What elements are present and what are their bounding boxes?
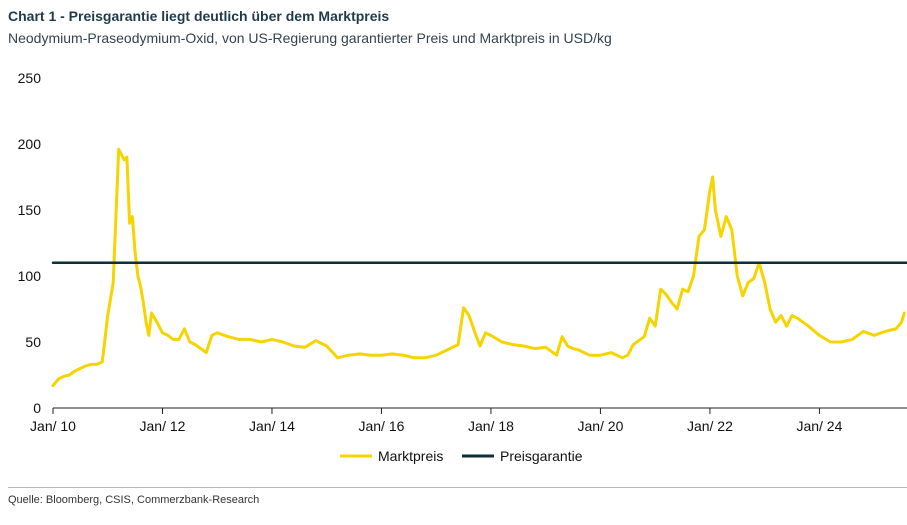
series-layer xyxy=(51,147,907,388)
x-tick-label: Jan/ 20 xyxy=(577,418,623,434)
x-tick-label: Jan/ 14 xyxy=(249,418,295,434)
y-tick-label: 150 xyxy=(18,202,42,218)
y-tick-label: 50 xyxy=(25,334,41,350)
y-tick-label: 0 xyxy=(33,400,41,416)
series-line-marktpreis xyxy=(51,147,906,388)
x-tick-label: Jan/ 24 xyxy=(796,418,842,434)
x-tick-label: Jan/ 10 xyxy=(30,418,76,434)
x-tick-label: Jan/ 18 xyxy=(468,418,514,434)
footer-divider xyxy=(8,487,907,488)
x-tick-label: Jan/ 22 xyxy=(687,418,733,434)
x-axis: Jan/ 10 Jan/ 12 Jan/ 14 Jan/ 16 Jan/ 18 Jan/ … xyxy=(30,407,907,434)
chart-subtitle: Neodymium-Praseodymium-Oxid, von US-Regi… xyxy=(8,30,612,46)
legend-label-preisgarantie: Preisgarantie xyxy=(500,448,583,464)
x-tick-label: Jan/ 12 xyxy=(140,418,186,434)
y-tick-label: 250 xyxy=(18,70,42,86)
y-tick-label: 100 xyxy=(18,268,42,284)
legend: Marktpreis Preisgarantie xyxy=(340,448,583,464)
source-note: Quelle: Bloomberg, CSIS, Commerzbank-Res… xyxy=(8,494,260,506)
chart-title: Chart 1 - Preisgarantie liegt deutlich ü… xyxy=(8,8,390,24)
legend-label-marktpreis: Marktpreis xyxy=(378,448,443,464)
y-axis: 0 50 100 150 200 250 xyxy=(18,70,42,416)
y-tick-label: 200 xyxy=(18,136,42,152)
x-tick-label: Jan/ 16 xyxy=(358,418,404,434)
